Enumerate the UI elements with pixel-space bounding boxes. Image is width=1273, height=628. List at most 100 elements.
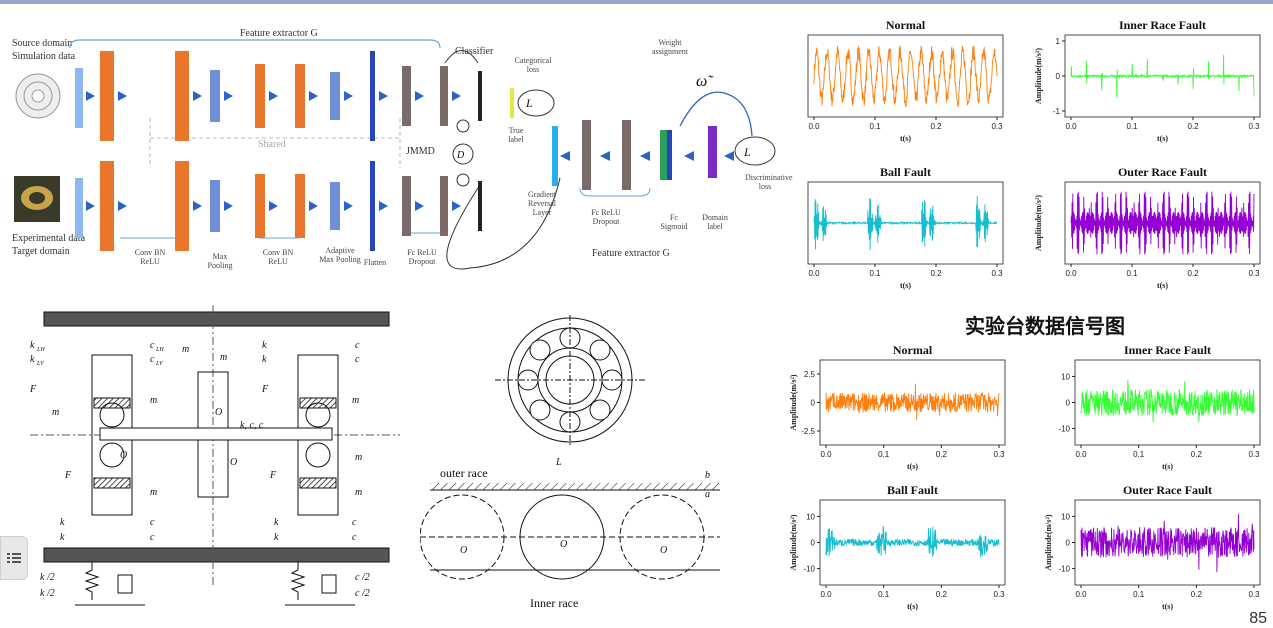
- flow-arrow: [344, 91, 353, 101]
- x-tick-label: 0.2: [936, 590, 948, 599]
- svg-text:c: c: [355, 354, 360, 365]
- flow-arrow: [269, 91, 278, 101]
- x-tick-label: 0.1: [1126, 269, 1138, 278]
- svg-text:LV: LV: [36, 361, 45, 367]
- flow-arrow: [224, 91, 233, 101]
- signal-series-line: [1080, 514, 1255, 573]
- y-tick-label: -2.5: [801, 427, 815, 436]
- svg-text:k: k: [262, 354, 267, 365]
- x-axis-label: t(s): [900, 281, 911, 290]
- fc-sigmoid-label: Fc Sigmoid: [660, 213, 688, 231]
- experimental-data-label: Experimental data: [12, 233, 86, 244]
- svg-text:k: k: [60, 517, 65, 528]
- x-axis-label: t(s): [1157, 134, 1168, 143]
- svg-text:m: m: [220, 352, 227, 363]
- network-layer: [255, 64, 265, 128]
- flow-arrow: [452, 201, 461, 211]
- svg-text:m: m: [150, 395, 157, 406]
- legend-conv: Conv BN ReLU: [134, 248, 166, 266]
- svg-text:m: m: [355, 487, 362, 498]
- network-layer: [100, 51, 114, 141]
- svg-text:k /2: k /2: [40, 588, 55, 599]
- x-tick-label: 0.1: [869, 122, 881, 131]
- svg-text:F: F: [261, 384, 269, 395]
- svg-text:L: L: [525, 96, 533, 110]
- legend-conv-2: Conv BN ReLU: [262, 248, 294, 266]
- svg-text:m: m: [52, 407, 59, 418]
- x-tick-label: 0.0: [808, 269, 820, 278]
- x-tick-label: 0.1: [878, 450, 890, 459]
- x-tick-label: 0.3: [1248, 450, 1260, 459]
- legend-max-pooling: Max Pooling: [207, 252, 233, 270]
- svg-text:c: c: [150, 354, 155, 365]
- svg-text:F: F: [30, 384, 37, 395]
- x-axis-label: t(s): [900, 134, 911, 143]
- svg-text:c: c: [150, 532, 155, 543]
- y-tick-label: -10: [803, 565, 815, 574]
- discriminative-loss-label: Discriminative loss: [745, 173, 793, 191]
- chart-1: Normal 0.0 0.1 0.2 0.3 t(s): [807, 18, 1004, 143]
- network-layer: [210, 180, 220, 232]
- svg-text:L: L: [743, 145, 751, 159]
- x-tick-label: 0.3: [993, 590, 1005, 599]
- flow-arrow: [379, 91, 388, 101]
- chart-4: Outer Race Fault 0.0 0.1 0.2 0.3 t(s) Amplitud…: [1034, 165, 1261, 290]
- network-layer: [370, 161, 375, 251]
- network-layer: [255, 174, 265, 238]
- flow-arrow: [452, 91, 461, 101]
- legend-fc: Fc ReLU Dropout: [407, 248, 437, 266]
- b-label: b: [705, 470, 710, 481]
- x-tick-label: 0.0: [1065, 122, 1077, 131]
- y-tick-label: 10: [1061, 512, 1070, 521]
- feature-extractor-top-label: Feature extractor G: [240, 28, 318, 39]
- chart-title: Outer Race Fault: [1123, 483, 1212, 497]
- chart-5: Normal 0.0 0.1 0.2 0.3 t(s) -2.5 0 2.5 Amplitude(…: [789, 343, 1006, 471]
- svg-text:LH: LH: [155, 347, 164, 353]
- y-axis-label: Amplitude(m/s²): [1034, 48, 1043, 105]
- chart-title: Ball Fault: [887, 483, 938, 497]
- y-axis-label: Amplitude(m/s²): [1034, 195, 1043, 252]
- x-tick-label: 0.1: [1133, 590, 1145, 599]
- x-tick-label: 0.1: [878, 590, 890, 599]
- x-tick-label: 0.3: [991, 269, 1003, 278]
- x-tick-label: 0.3: [1248, 590, 1260, 599]
- x-axis-label: t(s): [1162, 462, 1173, 471]
- chart-6: Inner Race Fault 0.0 0.1 0.2 0.3 t(s) -10 0 10: [1058, 343, 1261, 471]
- x-axis-label: t(s): [1162, 602, 1173, 611]
- network-layer: [175, 51, 189, 141]
- y-tick-label: 0: [1066, 399, 1071, 408]
- outer-race-label: outer race: [440, 466, 488, 480]
- vibration-charts: Normal 0.0 0.1 0.2 0.3 t(s) Inner Race Fault 0.…: [789, 18, 1261, 611]
- y-tick-label: 2.5: [804, 370, 816, 379]
- y-tick-label: 10: [1061, 372, 1070, 381]
- signal-series-line: [825, 383, 1000, 421]
- y-tick-label: -10: [1058, 565, 1070, 574]
- page-number: 85: [1249, 610, 1267, 627]
- x-tick-label: 0.2: [930, 269, 942, 278]
- y-tick-label: -1: [1053, 107, 1061, 116]
- true-label: True label: [508, 126, 524, 144]
- chart-title: Ball Fault: [880, 165, 931, 179]
- y-tick-label: 0: [811, 539, 816, 548]
- svg-text:F: F: [269, 470, 277, 481]
- source-domain-label: Source domain: [12, 38, 73, 49]
- signal-series-line: [813, 45, 998, 108]
- network-layer: [330, 182, 340, 230]
- svg-text:O: O: [230, 457, 237, 468]
- svg-text:c: c: [352, 517, 357, 528]
- network-layer: [402, 66, 411, 126]
- side-menu-button[interactable]: [0, 536, 28, 580]
- classifier-label: Classifier: [455, 46, 494, 57]
- chart-7: Ball Fault 0.0 0.1 0.2 0.3 t(s) -10 0 10 Amplitud…: [789, 483, 1006, 611]
- network-graphic: D L L ω̃: [14, 39, 776, 270]
- x-tick-label: 0.0: [1075, 450, 1087, 459]
- legend-adaptive-pooling: Adaptive Max Pooling: [319, 246, 361, 264]
- svg-text:m: m: [182, 344, 189, 355]
- x-tick-label: 0.2: [1187, 122, 1199, 131]
- flow-arrow: [193, 201, 202, 211]
- simulation-data-label: Simulation data: [12, 51, 76, 62]
- x-axis-label: t(s): [907, 602, 918, 611]
- flow-arrow: [415, 201, 424, 211]
- signal-series-line: [825, 526, 1000, 558]
- bearing-geometry-diagram: outer race Inner race L b a O O O: [420, 315, 720, 610]
